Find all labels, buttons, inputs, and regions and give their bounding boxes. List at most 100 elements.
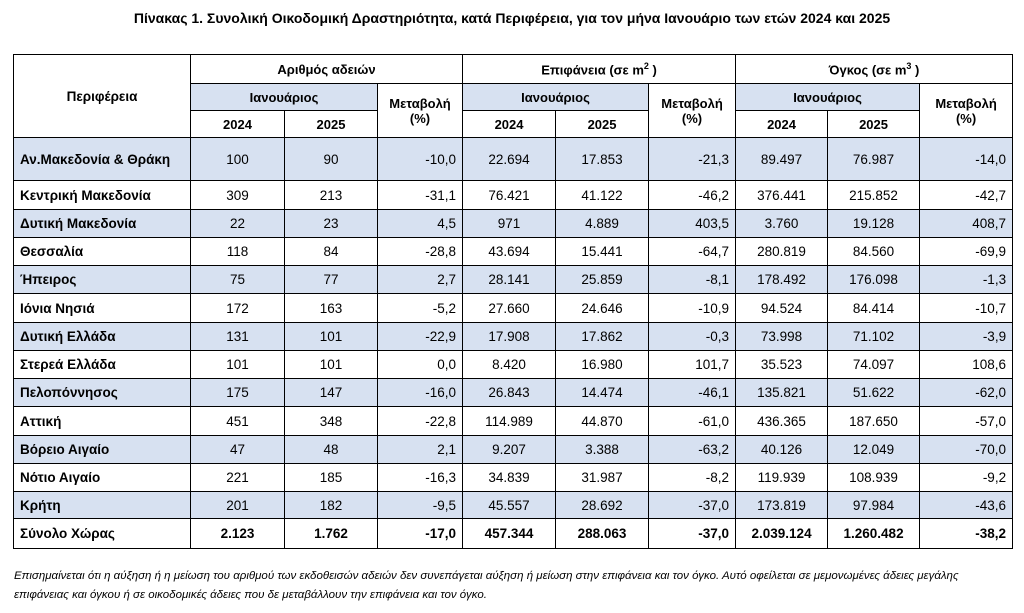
region-cell: Δυτική Μακεδονία [13, 209, 191, 238]
footnote: Επισημαίνεται ότι η αύξηση ή η μείωση το… [14, 570, 959, 601]
surface-change-cell: -37,0 [648, 491, 737, 519]
table-row: Στερεά Ελλάδα 101 101 0,0 8.420 16.980 101,7 35… [13, 350, 1014, 379]
permits-header: Αριθμός αδειών [189, 54, 464, 84]
permits-2025-cell: 84 [284, 237, 378, 266]
permits-2025-cell: 185 [284, 463, 378, 492]
permits-2024-cell: 221 [190, 463, 285, 492]
surface-change-cell: -21,3 [648, 137, 737, 181]
permits-2025-cell: 147 [284, 378, 378, 407]
total-row: Σύνολο Χώρας 2.123 1.762 -17,0 457.344 288.06… [13, 518, 1014, 549]
volume-2024-cell: 119.939 [735, 463, 829, 492]
permits-2024-cell: 100 [190, 137, 285, 181]
total-surface-2024-cell: 457.344 [462, 518, 557, 549]
table-row: Βόρειο Αιγαίο 47 48 2,1 9.207 3.388 -63,2 40.12… [13, 435, 1014, 464]
surface-2024-cell: 8.420 [462, 350, 557, 379]
surface-2024-cell: 9.207 [462, 435, 557, 464]
permits-2024-cell: 201 [190, 491, 285, 519]
surface-2025-cell: 3.388 [555, 435, 650, 464]
volume-2025-cell: 19.128 [827, 209, 921, 238]
surface-2024-cell: 76.421 [462, 180, 557, 210]
permits-change-cell: -9,5 [376, 491, 464, 519]
region-cell: Στερεά Ελλάδα [13, 350, 191, 379]
surface-change-cell: -8,2 [648, 463, 737, 492]
surface-change-cell: 101,7 [648, 350, 737, 379]
surface-change-cell: -0,3 [648, 322, 737, 351]
total-volume-2024-cell: 2.039.124 [735, 518, 829, 549]
total-permits-2024-cell: 2.123 [190, 518, 285, 549]
total-surface-2025-cell: 288.063 [555, 518, 650, 549]
surface-2024-cell: 27.660 [462, 293, 557, 323]
volume-2025-cell: 187.650 [827, 406, 921, 436]
table-row: Νότιο Αιγαίο 221 185 -16,3 34.839 31.987 -8,2 1… [13, 463, 1014, 492]
surface-change-header: Μεταβολή (%) [648, 83, 737, 138]
permits-2025-cell: 182 [284, 491, 378, 519]
table-row: Θεσσαλία 118 84 -28,8 43.694 15.441 -64,7 280.8… [13, 237, 1014, 266]
volume-2025-cell: 12.049 [827, 435, 921, 464]
volume-2025-cell: 84.414 [827, 293, 921, 323]
surface-2025-cell: 17.862 [555, 322, 650, 351]
total-permits-change-cell: -17,0 [376, 518, 464, 549]
permits-2025-cell: 163 [284, 293, 378, 323]
total-region-cell: Σύνολο Χώρας [13, 518, 191, 549]
volume-change-cell: -14,0 [919, 137, 1014, 181]
volume-change-cell: -42,7 [919, 180, 1014, 210]
permits-change-cell: 2,1 [376, 435, 464, 464]
region-cell: Κρήτη [13, 491, 191, 519]
region-cell: Δυτική Ελλάδα [13, 322, 191, 351]
surface-2024-cell: 22.694 [462, 137, 557, 181]
surface-2025-cell: 14.474 [555, 378, 650, 407]
volume-change-cell: -43,6 [919, 491, 1014, 519]
permits-2024-cell: 131 [190, 322, 285, 351]
volume-2025-cell: 215.852 [827, 180, 921, 210]
region-cell: Ήπειρος [13, 265, 191, 294]
permits-2024-cell: 309 [190, 180, 285, 210]
volume-2025-cell: 108.939 [827, 463, 921, 492]
permits-2025-cell: 101 [284, 350, 378, 379]
surface-header-text: Επιφάνεια (σε m [541, 62, 644, 78]
volume-2024-cell: 89.497 [735, 137, 829, 181]
region-cell: Νότιο Αιγαίο [13, 463, 191, 492]
volume-2025-cell: 71.102 [827, 322, 921, 351]
volume-change-cell: -9,2 [919, 463, 1014, 492]
surface-2024-cell: 34.839 [462, 463, 557, 492]
permits-change-cell: -16,3 [376, 463, 464, 492]
permits-2024-cell: 118 [190, 237, 285, 266]
volume-2024-cell: 94.524 [735, 293, 829, 323]
permits-2024-cell: 175 [190, 378, 285, 407]
surface-2024-cell: 17.908 [462, 322, 557, 351]
volume-2024-cell: 35.523 [735, 350, 829, 379]
permits-2025-cell: 213 [284, 180, 378, 210]
table-title: Πίνακας 1. Συνολική Οικοδομική Δραστηριό… [133, 10, 891, 26]
region-cell: Κεντρική Μακεδονία [13, 180, 191, 210]
total-surface-change-cell: -37,0 [648, 518, 737, 549]
permits-2025-cell: 348 [284, 406, 378, 436]
volume-2024-cell: 280.819 [735, 237, 829, 266]
volume-2025-cell: 74.097 [827, 350, 921, 379]
total-volume-2025-cell: 1.260.482 [827, 518, 921, 549]
surface-2025-cell: 44.870 [555, 406, 650, 436]
table-row: Ήπειρος 75 77 2,7 28.141 25.859 -8,1 178.492 176… [13, 265, 1014, 294]
surface-change-label: Μεταβολή [661, 95, 723, 111]
table-row: Αττική 451 348 -22,8 114.989 44.870 -61,0 436.3… [13, 406, 1014, 436]
permits-2024-cell: 172 [190, 293, 285, 323]
building-activity-table: Περιφέρεια Αριθμός αδειών Επιφάνεια (σε … [13, 54, 1014, 549]
volume-2025-cell: 51.622 [827, 378, 921, 407]
permits-2024-cell: 47 [190, 435, 285, 464]
permits-change-cell: -31,1 [376, 180, 464, 210]
permits-january-header: Ιανουάριος [190, 83, 378, 111]
permits-year-2024-header: 2024 [190, 110, 285, 138]
volume-change-cell: -70,0 [919, 435, 1014, 464]
permits-2024-cell: 22 [190, 209, 285, 238]
table-row: Κρήτη 201 182 -9,5 45.557 28.692 -37,0 173.819 9… [13, 491, 1014, 519]
surface-change-cell: -46,2 [648, 180, 737, 210]
region-cell: Αττική [13, 406, 191, 436]
volume-change-cell: -1,3 [919, 265, 1014, 294]
volume-2024-cell: 376.441 [735, 180, 829, 210]
region-cell: Θεσσαλία [13, 237, 191, 266]
permits-change-cell: 2,7 [376, 265, 464, 294]
surface-2025-cell: 28.692 [555, 491, 650, 519]
permits-change-label: Μεταβολή [389, 95, 451, 111]
volume-header-text: Όγκος (σε m [828, 62, 907, 78]
surface-2025-cell: 24.646 [555, 293, 650, 323]
permits-2024-cell: 75 [190, 265, 285, 294]
